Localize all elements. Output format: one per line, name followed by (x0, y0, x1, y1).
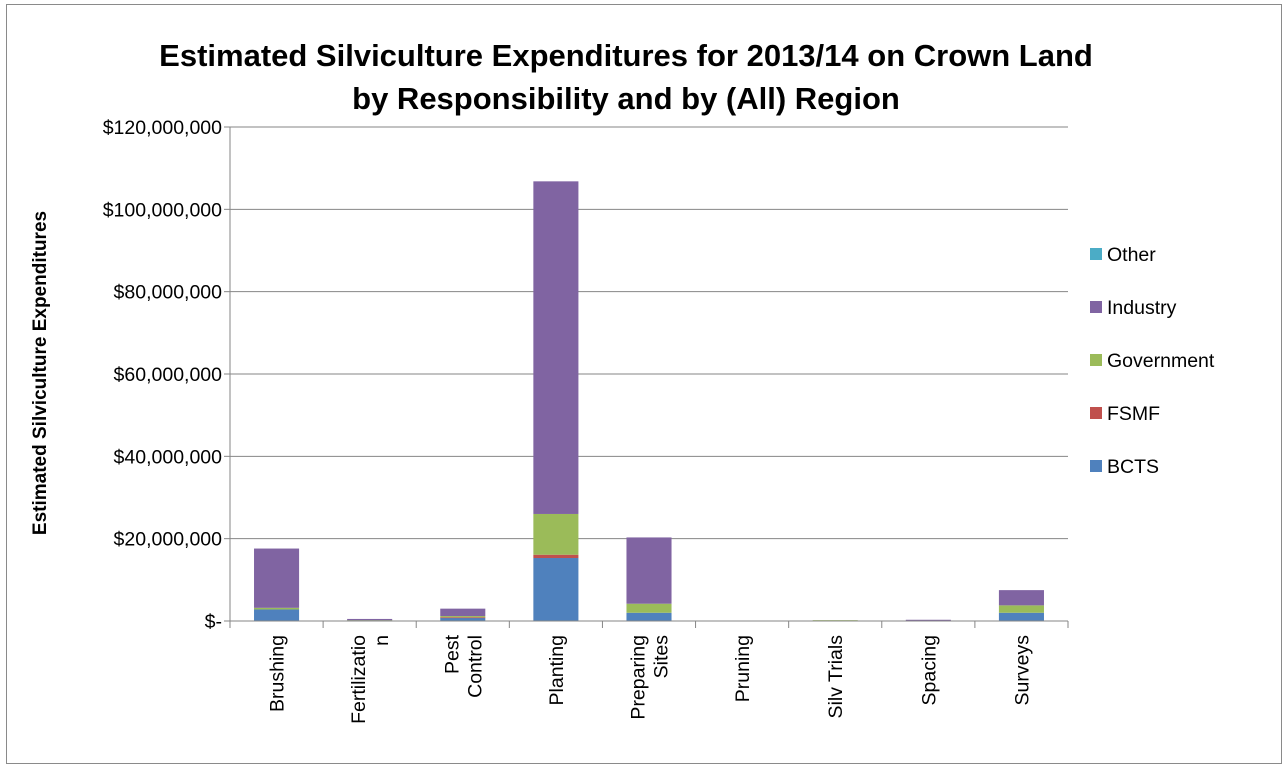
y-tick-label: $- (205, 611, 222, 633)
x-tick-label-line: Pruning (732, 635, 754, 702)
x-tick-label: Planting (546, 635, 568, 705)
bar-industry-surveys (998, 590, 1044, 606)
legend-label-government: Government (1107, 350, 1215, 372)
x-tick-label-line: Surveys (1011, 635, 1033, 706)
x-tick-label: Preparing Sites (628, 635, 673, 720)
bar-government-brushing (254, 607, 300, 610)
x-tick-label: Pruning (732, 635, 754, 702)
x-tick-label-line: Sites (651, 635, 673, 679)
x-tick-label: Surveys (1011, 635, 1033, 706)
x-tick-label: Spacing (918, 635, 940, 705)
bar-industry-preparing-sites (626, 537, 672, 604)
legend-swatch-other (1090, 248, 1102, 260)
x-tick-label-line: Control (464, 635, 486, 698)
y-tick-label: $40,000,000 (114, 446, 223, 468)
x-tick-label-line: n (371, 635, 393, 646)
x-tick-label-line: Fertilizatio (348, 635, 370, 724)
legend-label-industry: Industry (1107, 297, 1177, 319)
legend: Other Industry Government FSMF BCTS (1090, 244, 1215, 478)
x-tick-label: Brushing (267, 635, 289, 712)
y-tick-label: $100,000,000 (103, 199, 222, 221)
chart-title: Estimated Silviculture Expenditures for … (159, 38, 1093, 116)
x-tick-label-line: Silv Trials (825, 635, 847, 719)
bar-bcts-planting (533, 558, 579, 621)
legend-label-bcts: BCTS (1107, 456, 1159, 478)
legend-swatch-industry (1090, 301, 1102, 313)
x-axis (229, 620, 1069, 628)
x-axis-ticks: Brushing Fertilizatio n Pest Control Planting… (267, 634, 1034, 723)
bar-industry-spacing (905, 619, 951, 621)
bar-government-pest-control (440, 616, 486, 618)
bar-bcts-pest-control (440, 617, 486, 621)
legend-label-fsmf: FSMF (1107, 403, 1160, 425)
x-tick-label-line: Preparing (628, 635, 650, 720)
legend-label-other: Other (1107, 244, 1156, 266)
y-axis-label: Estimated Silviculture Expenditures (30, 211, 51, 535)
bar-bcts-brushing (254, 609, 300, 621)
bar-bcts-surveys (998, 612, 1044, 621)
x-tick-label: Silv Trials (825, 635, 847, 719)
x-tick-label-line: Brushing (267, 635, 289, 712)
bar-government-planting (533, 513, 579, 555)
x-tick-label-line: Pest (441, 634, 463, 674)
bar-government-surveys (998, 605, 1044, 613)
bars (254, 181, 1044, 622)
x-tick-label-line: Spacing (918, 635, 940, 705)
legend-swatch-fsmf (1090, 407, 1102, 419)
y-tick-label: $80,000,000 (114, 282, 223, 304)
x-tick-label-line: Planting (546, 635, 568, 705)
y-tick-label: $20,000,000 (114, 529, 223, 551)
bar-fsmf-planting (533, 554, 579, 559)
bar-fsmf-pest-control (440, 617, 486, 619)
bar-bcts-preparing-sites (626, 612, 672, 621)
chart-title-line-1: Estimated Silviculture Expenditures for … (159, 38, 1093, 73)
legend-swatch-government (1090, 354, 1102, 366)
bar-industry-pest-control (440, 608, 486, 617)
chart-frame (6, 4, 1282, 764)
legend-swatch-bcts (1090, 460, 1102, 472)
x-tick-label: Fertilizatio n (348, 635, 393, 724)
y-tick-label: $60,000,000 (114, 364, 223, 386)
y-tick-label: $120,000,000 (103, 117, 222, 139)
gridlines (230, 126, 1068, 540)
x-tick-label: Pest Control (441, 634, 486, 697)
bar-industry-fertilization (347, 618, 393, 621)
bar-government-preparing-sites (626, 603, 672, 613)
bar-industry-brushing (254, 548, 300, 608)
chart-title-line-2: by Responsibility and by (All) Region (352, 81, 900, 116)
y-axis-ticks: $- $20,000,000 $40,000,000 $60,000,000 $80,0… (103, 117, 231, 633)
bar-industry-planting (533, 181, 579, 514)
